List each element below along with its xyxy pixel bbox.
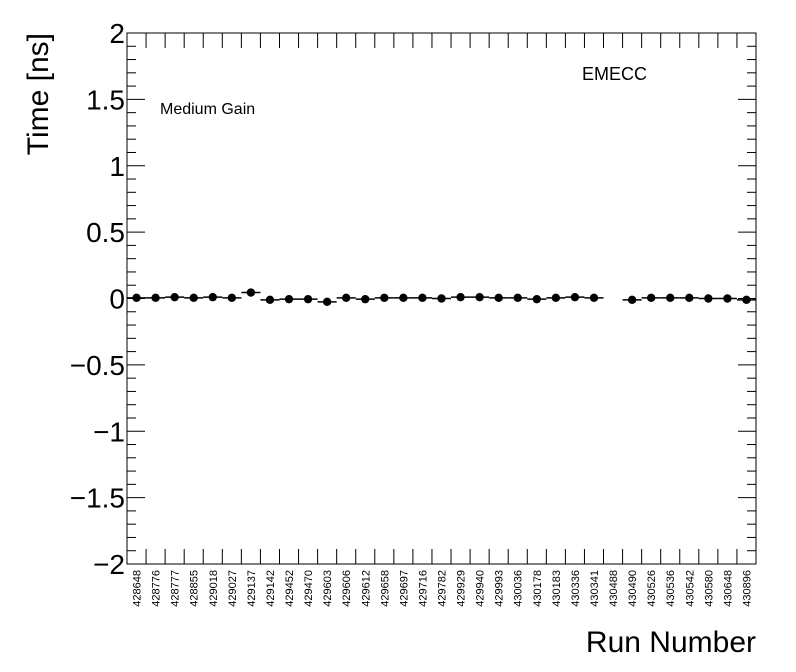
x-axis-ticks (126, 33, 757, 564)
x-tick-label: 429470 (303, 570, 315, 607)
x-tick-label: 430178 (532, 570, 544, 607)
x-tick-label: 430183 (551, 570, 563, 607)
x-tick-label: 430580 (703, 570, 715, 607)
x-tick-label: 430341 (589, 570, 601, 607)
y-tick-label: 0 (109, 284, 125, 315)
x-tick-label: 430896 (741, 570, 753, 607)
data-point (723, 294, 732, 303)
x-tick-label: 429606 (341, 570, 353, 607)
y-tick-label: 1.5 (86, 84, 125, 115)
x-tick-label: 430488 (608, 570, 620, 607)
data-point (513, 293, 522, 303)
data-point (685, 293, 694, 303)
data-point (151, 293, 160, 303)
x-tick-label: 430648 (722, 570, 734, 607)
data-point (208, 292, 217, 302)
x-tick-label: 428776 (151, 570, 163, 607)
data-point (399, 293, 408, 303)
y-tick-label: 1 (109, 151, 125, 182)
data-point (627, 295, 637, 305)
x-axis-tick-labels: 428648 428776 428777 428855 429018 429027 4291… (132, 570, 754, 607)
x-tick-label: 429716 (417, 570, 429, 607)
data-point (380, 293, 389, 303)
data-point (341, 293, 351, 303)
x-tick-label: 430526 (646, 570, 658, 607)
y-tick-label: 2 (109, 18, 125, 49)
data-point (494, 293, 503, 303)
data-point (704, 294, 713, 303)
x-tick-label: 429929 (456, 570, 468, 607)
x-tick-label: 429993 (494, 570, 506, 607)
x-tick-label: 428855 (189, 570, 201, 607)
data-point (646, 293, 656, 303)
y-axis-label: Time [ns] (22, 33, 55, 155)
data-point (589, 293, 599, 303)
data-point (666, 293, 675, 303)
data-point (322, 297, 332, 307)
x-tick-label: 429137 (246, 570, 258, 607)
x-tick-label: 428777 (170, 570, 182, 607)
data-point (361, 294, 370, 304)
x-tick-label: 430490 (627, 570, 639, 607)
data-point (418, 293, 427, 303)
x-tick-label: 430036 (513, 570, 525, 607)
y-tick-label: −0.5 (70, 350, 125, 381)
data-point (551, 293, 561, 303)
x-tick-label: 430336 (570, 570, 582, 607)
x-tick-label: 430542 (684, 570, 696, 607)
region-label: EMECC (582, 64, 647, 84)
x-tick-label: 429603 (322, 570, 334, 607)
gain-label: Medium Gain (160, 101, 255, 118)
x-tick-label: 429782 (437, 570, 449, 607)
data-point (265, 295, 275, 305)
x-tick-label: 429452 (284, 570, 296, 607)
data-point (532, 294, 542, 304)
data-point (303, 294, 313, 304)
y-axis-ticks (127, 32, 756, 565)
y-tick-label: −2 (93, 549, 125, 580)
x-tick-label: 429940 (475, 570, 487, 607)
data-point (742, 295, 751, 305)
x-tick-label: 428648 (132, 570, 144, 607)
x-tick-label: 429697 (398, 570, 410, 607)
data-point (284, 294, 294, 304)
data-point (227, 293, 237, 303)
x-tick-label: 429027 (227, 570, 239, 607)
data-markers (127, 288, 756, 307)
data-point (456, 292, 465, 302)
x-tick-label: 429612 (360, 570, 372, 607)
x-tick-label: 429018 (208, 570, 220, 607)
y-tick-label: −1 (93, 416, 125, 447)
y-axis-tick-labels: 2 1.5 1 0.5 0 −0.5 −1 −1.5 −2 (70, 18, 125, 580)
data-point (189, 293, 198, 303)
x-axis-label: Run Number (586, 626, 756, 659)
data-point (475, 292, 484, 302)
data-point (170, 292, 179, 302)
x-tick-label: 429142 (265, 570, 277, 607)
y-tick-label: 0.5 (86, 217, 125, 248)
x-tick-label: 429658 (379, 570, 391, 607)
data-point (132, 293, 141, 303)
y-tick-label: −1.5 (70, 483, 125, 514)
data-point (437, 294, 446, 303)
data-point (570, 292, 580, 302)
data-point (246, 288, 256, 297)
x-tick-label: 430536 (665, 570, 677, 607)
